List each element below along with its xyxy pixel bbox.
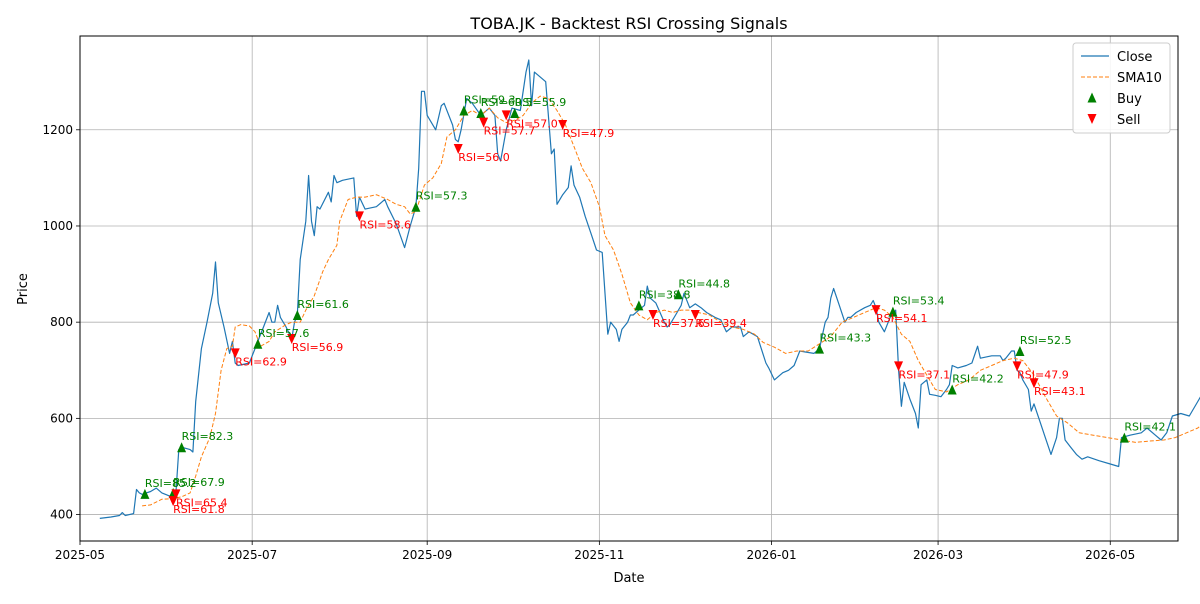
buy-marker bbox=[177, 442, 187, 453]
sell-rsi-label: RSI=47.9 bbox=[1017, 368, 1069, 381]
x-tick-label: 2025-07 bbox=[227, 548, 277, 562]
buy-marker bbox=[673, 289, 683, 300]
sell-rsi-label: RSI=56.0 bbox=[458, 151, 510, 164]
buy-marker bbox=[888, 306, 898, 317]
series-line-sma10 bbox=[142, 95, 1200, 507]
y-axis-label: Price bbox=[16, 273, 31, 305]
legend-sell-label: Sell bbox=[1117, 113, 1140, 128]
x-tick-label: 2025-09 bbox=[402, 548, 452, 562]
buy-marker bbox=[476, 107, 486, 118]
sell-marker bbox=[354, 211, 364, 222]
buy-rsi-label: RSI=57.3 bbox=[416, 190, 468, 203]
sell-marker bbox=[287, 334, 297, 344]
legend-buy-label: Buy bbox=[1117, 92, 1142, 107]
x-axis-label: Date bbox=[613, 571, 644, 586]
legend-sma10-label: SMA10 bbox=[1117, 71, 1162, 86]
sell-rsi-label: RSI=37.6 bbox=[653, 317, 705, 330]
sell-rsi-label: RSI=43.1 bbox=[1034, 385, 1086, 398]
buy-marker bbox=[634, 300, 644, 311]
buy-marker bbox=[140, 488, 150, 499]
x-tick-label: 2026-01 bbox=[746, 548, 796, 562]
axes-background bbox=[80, 36, 1178, 541]
legend-frame bbox=[1072, 42, 1171, 134]
sell-rsi-label: RSI=56.9 bbox=[292, 341, 344, 354]
buy-rsi-label: RSI=44.8 bbox=[678, 277, 730, 290]
sell-marker bbox=[168, 496, 178, 507]
legend-buy-marker bbox=[1087, 92, 1097, 103]
sell-marker bbox=[558, 119, 568, 130]
legend: Close SMA10 Buy Sell bbox=[1072, 42, 1171, 134]
sell-marker bbox=[230, 348, 240, 359]
buy-rsi-label: RSI=60.5 bbox=[481, 96, 533, 109]
buy-marker bbox=[1119, 432, 1129, 443]
sell-marker bbox=[1012, 361, 1022, 372]
sell-marker bbox=[648, 309, 658, 320]
sell-rsi-label: RSI=58.6 bbox=[359, 218, 411, 231]
buy-rsi-label: RSI=57.6 bbox=[258, 327, 310, 340]
sell-marker bbox=[1029, 378, 1039, 389]
buy-marker bbox=[510, 107, 520, 118]
buy-marker bbox=[459, 105, 469, 116]
sell-marker bbox=[479, 117, 489, 128]
x-tick-label: 2026-03 bbox=[913, 548, 963, 562]
signal-markers bbox=[140, 105, 1129, 507]
sell-rsi-label: RSI=62.9 bbox=[235, 355, 287, 368]
buy-rsi-label: RSI=42.2 bbox=[952, 373, 1004, 386]
sell-rsi-label: RSI=37.1 bbox=[899, 368, 951, 381]
buy-marker bbox=[292, 309, 302, 320]
buy-rsi-label: RSI=55.9 bbox=[515, 96, 567, 109]
sell-marker bbox=[453, 144, 463, 155]
series-line-close bbox=[99, 59, 1200, 519]
sell-rsi-label: RSI=65.4 bbox=[176, 496, 228, 509]
legend-close-label: Close bbox=[1117, 50, 1152, 65]
sell-marker bbox=[171, 489, 181, 500]
chart-title: TOBA.JK - Backtest RSI Crossing Signals bbox=[469, 14, 787, 33]
buy-marker bbox=[947, 384, 957, 395]
sell-rsi-label: RSI=39.4 bbox=[695, 317, 747, 330]
x-axis-ticks: 2025-05 2025-07 2025-09 2025-11 2026-01 2026-… bbox=[55, 541, 1135, 562]
y-tick-label: 400 bbox=[50, 508, 73, 522]
sell-marker bbox=[871, 305, 881, 316]
buy-rsi-label: RSI=82.3 bbox=[182, 430, 234, 443]
buy-marker bbox=[253, 338, 263, 349]
buy-rsi-label: RSI=59.3 bbox=[464, 94, 516, 107]
buy-rsi-label: RSI=43.3 bbox=[820, 332, 872, 345]
legend-sell-marker bbox=[1087, 114, 1097, 124]
buy-marker bbox=[815, 343, 825, 354]
buy-rsi-label: RSI=38.8 bbox=[639, 288, 691, 301]
sell-marker bbox=[894, 361, 904, 372]
buy-rsi-label: RSI=61.6 bbox=[297, 298, 349, 311]
sell-rsi-label: RSI=47.9 bbox=[563, 127, 615, 140]
sell-rsi-label: RSI=57.7 bbox=[484, 125, 536, 138]
x-tick-label: 2026-05 bbox=[1085, 548, 1135, 562]
sell-rsi-label: RSI=54.1 bbox=[876, 312, 928, 325]
buy-rsi-label: RSI=42.1 bbox=[1124, 421, 1176, 434]
x-tick-label: 2025-11 bbox=[574, 548, 624, 562]
y-tick-label: 1200 bbox=[42, 123, 73, 137]
lines-layer bbox=[99, 59, 1200, 519]
axes-frame bbox=[79, 35, 1179, 542]
x-tick-label: 2025-05 bbox=[55, 548, 105, 562]
y-tick-label: 600 bbox=[50, 411, 73, 425]
sell-rsi-label: RSI=57.0 bbox=[506, 117, 558, 130]
buy-marker bbox=[1015, 346, 1025, 357]
buy-rsi-label: RSI=67.9 bbox=[173, 476, 225, 489]
sell-marker bbox=[501, 110, 511, 121]
y-tick-label: 1000 bbox=[42, 219, 73, 233]
y-tick-label: 800 bbox=[50, 315, 73, 329]
sell-marker bbox=[690, 309, 700, 320]
y-axis-ticks: 400 600 800 1000 1200 bbox=[42, 123, 80, 522]
sell-rsi-label: RSI=61.8 bbox=[173, 503, 225, 516]
buy-rsi-label: RSI=85.2 bbox=[145, 477, 197, 490]
buy-marker bbox=[411, 201, 421, 212]
buy-rsi-label: RSI=52.5 bbox=[1020, 334, 1072, 347]
grid bbox=[79, 36, 1178, 541]
buy-rsi-label: RSI=53.4 bbox=[893, 295, 945, 308]
